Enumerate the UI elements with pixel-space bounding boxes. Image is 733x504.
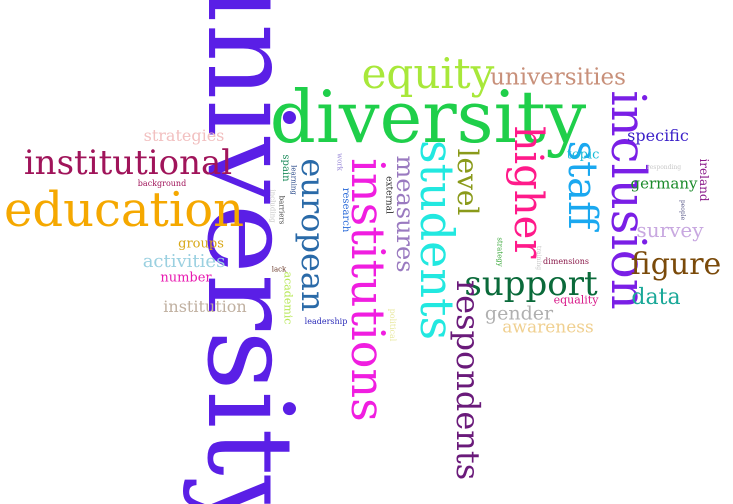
word-dimensions: dimensions xyxy=(543,257,589,266)
word-equality: equality xyxy=(553,293,599,307)
word-people: people xyxy=(679,199,686,221)
word-support: support xyxy=(464,264,598,304)
word-figure: figure xyxy=(630,247,722,282)
word-universities: universities xyxy=(490,64,626,91)
word-equity: equity xyxy=(361,49,495,98)
word-leadership: leadership xyxy=(304,317,348,326)
word-groups: groups xyxy=(178,236,224,252)
word-institution: institution xyxy=(163,297,247,316)
word-background: background xyxy=(137,179,187,188)
word-external: external xyxy=(383,176,394,214)
word-number: number xyxy=(160,270,212,286)
word-awareness: awareness xyxy=(502,317,594,338)
word-spain: spain xyxy=(280,154,291,182)
word-strategies: strategies xyxy=(143,126,225,145)
word-lack: lack xyxy=(271,265,287,274)
word-training: training xyxy=(535,245,542,271)
word-political: political xyxy=(388,308,397,342)
word-measures: measures xyxy=(391,155,419,273)
word-specific: specific xyxy=(627,126,689,145)
word-activities: activities xyxy=(142,251,226,272)
word-topic: topic xyxy=(566,147,600,163)
word-barriers: barriers xyxy=(277,195,286,225)
word-level: level xyxy=(451,148,484,216)
word-research: research xyxy=(340,187,351,233)
word-responding: responding xyxy=(646,164,682,171)
word-diversity: diversity xyxy=(269,75,587,159)
word-including: including xyxy=(268,189,277,223)
word-respondents: respondents xyxy=(449,279,487,481)
word-education: education xyxy=(4,182,244,238)
word-ireland: ireland xyxy=(697,158,711,202)
word-work: work xyxy=(335,153,344,171)
word-strategy: strategy xyxy=(495,237,504,267)
word-european: european xyxy=(294,158,332,312)
word-institutional: institutional xyxy=(23,143,233,183)
word-germany: germany xyxy=(630,174,698,193)
word-survey: survey xyxy=(636,218,704,242)
word-learning: learning xyxy=(289,165,298,195)
word-data: data xyxy=(631,285,681,310)
word-higher: higher xyxy=(505,125,551,259)
word-academic: academic xyxy=(281,271,295,325)
word-gender: gender xyxy=(484,302,554,325)
